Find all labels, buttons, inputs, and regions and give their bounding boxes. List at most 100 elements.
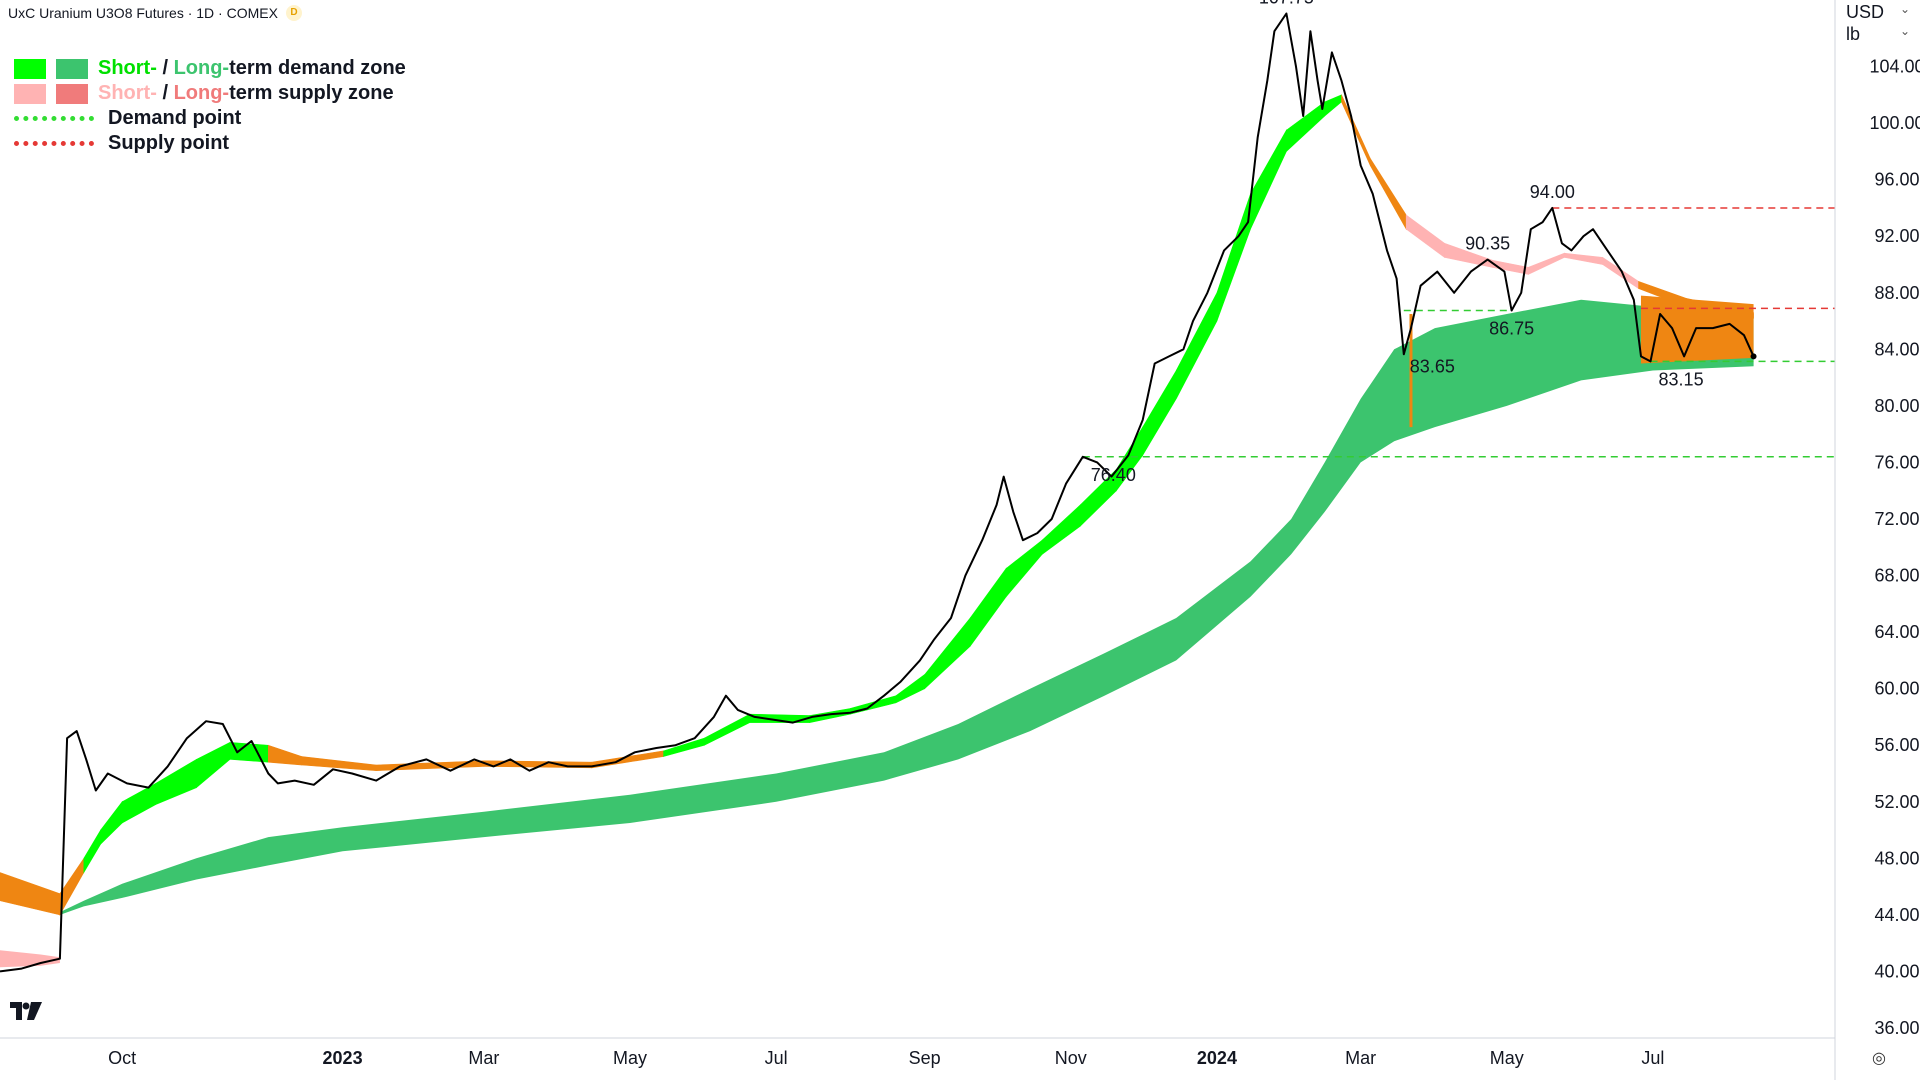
unit-selector[interactable]: USD ⌄ lb ⌄ [1840, 2, 1916, 46]
x-tick-label: Jul [765, 1048, 788, 1068]
price-annotation: 94.00 [1530, 182, 1575, 202]
legend-short-word: Short- [98, 82, 157, 104]
y-tick-label: 44.00 [1874, 905, 1919, 925]
long-term-demand-zone [59, 299, 1754, 915]
legend: Short- / Long-term demand zone Short- / … [14, 56, 406, 156]
short-term-zone-segment [663, 737, 705, 757]
short-term-zone-segment [268, 744, 303, 766]
consolidation-zone [1640, 295, 1754, 364]
short-term-zone-segment [969, 567, 1007, 648]
y-tick-label: 60.00 [1874, 679, 1919, 699]
short-term-zone-segment [1175, 292, 1218, 399]
legend-supply-point: Supply point [14, 131, 406, 156]
price-annotation: 90.35 [1465, 234, 1510, 254]
last-price-dot [1750, 353, 1757, 360]
legend-sep: / [156, 82, 174, 104]
y-tick-label: 72.00 [1874, 509, 1919, 529]
annotations-layer: 107.75 94.00 90.35 76.40 83.65 86.75 83.15 [1091, 0, 1704, 485]
short-term-zone-segment [1041, 504, 1081, 555]
y-tick-label: 100.00 [1869, 113, 1920, 133]
x-tick-label: Oct [108, 1048, 136, 1068]
x-tick-label: Mar [468, 1048, 499, 1068]
y-tick-label: 84.00 [1874, 339, 1919, 359]
short-term-zone-segment [1405, 214, 1445, 259]
y-tick-label: 76.00 [1874, 452, 1919, 472]
y-tick-label: 80.00 [1874, 396, 1919, 416]
legend-rest: term supply zone [229, 82, 394, 104]
legend-long-word: Long- [173, 82, 230, 104]
short-term-zone-segment [1602, 256, 1639, 290]
reference-lines-layer [1082, 207, 1835, 458]
x-tick-label: Nov [1055, 1048, 1087, 1068]
early-supply-band [0, 950, 60, 968]
price-annotation: 107.75 [1259, 0, 1314, 8]
legend-supply-zone: Short- / Long-term supply zone [14, 81, 406, 106]
price-annotation: 83.65 [1410, 356, 1455, 376]
short-demand-swatch [14, 58, 46, 79]
short-term-zone-segment [1142, 369, 1177, 457]
long-term-zone-layer [59, 299, 1754, 915]
y-tick-label: 48.00 [1874, 848, 1919, 868]
x-tick-label: Jul [1641, 1048, 1664, 1068]
legend-demand-zone: Short- / Long-term demand zone [14, 56, 406, 81]
y-tick-label: 68.00 [1874, 566, 1919, 586]
y-tick-label: 92.00 [1874, 226, 1919, 246]
tradingview-logo-icon[interactable] [10, 1002, 42, 1020]
x-tick-label: 2024 [1197, 1048, 1237, 1068]
legend-long-word: Long- [173, 57, 230, 79]
short-term-zone-segment [1341, 94, 1371, 166]
short-term-zone-segment [1005, 539, 1043, 598]
currency-label[interactable]: USD [1846, 2, 1885, 22]
x-tick-label: Sep [909, 1048, 941, 1068]
y-tick-label: 104.00 [1869, 57, 1920, 77]
y-tick-label: 64.00 [1874, 622, 1919, 642]
short-term-zone-segment [196, 741, 231, 789]
demand-point-swatch [14, 116, 94, 121]
legend-demand-point: Demand point [14, 106, 406, 131]
y-tick-label: 88.00 [1874, 283, 1919, 303]
short-term-zone-segment [924, 617, 971, 690]
short-term-zone-layer [0, 94, 1754, 968]
short-term-zone-segment [301, 756, 377, 771]
short-term-zone-segment [1564, 252, 1603, 265]
x-tick-label: 2023 [323, 1048, 363, 1068]
legend-short-word: Short- [98, 57, 157, 79]
legend-sep: / [156, 57, 174, 79]
short-term-zone-segment [1286, 101, 1326, 153]
short-term-zone-segment [121, 782, 157, 824]
y-tick-label: 56.00 [1874, 735, 1919, 755]
short-supply-swatch [14, 83, 46, 104]
short-term-zone-segment [1528, 252, 1565, 275]
chevron-down-icon[interactable]: ⌄ [1899, 2, 1910, 16]
price-annotation: 83.15 [1659, 369, 1704, 389]
unit-label[interactable]: lb [1846, 24, 1861, 44]
y-tick-label: 40.00 [1874, 961, 1919, 981]
short-term-zone-segment [1369, 157, 1407, 231]
x-tick-label: Mar [1345, 1048, 1376, 1068]
long-supply-swatch [56, 83, 88, 104]
chevron-down-icon[interactable]: ⌄ [1899, 24, 1910, 38]
short-term-zone-segment [0, 872, 61, 916]
y-tick-label: 96.00 [1874, 170, 1919, 190]
short-term-zone-segment [1324, 94, 1342, 117]
symbol-title[interactable]: UxC Uranium U3O8 Futures · 1D · COMEX [8, 5, 278, 21]
price-annotation: 76.40 [1091, 465, 1136, 485]
legend-supply-point-label: Supply point [108, 132, 230, 154]
x-tick-label: May [1490, 1048, 1524, 1068]
y-tick-label: 36.00 [1874, 1018, 1919, 1038]
legend-rest: term demand zone [229, 57, 406, 79]
price-line [0, 12, 1755, 973]
price-line-layer [0, 12, 1757, 973]
chart-header: UxC Uranium U3O8 Futures · 1D · COMEX D [8, 5, 302, 21]
x-tick-label: May [613, 1048, 647, 1068]
long-demand-swatch [56, 58, 88, 79]
short-term-zone-segment [155, 758, 197, 806]
legend-demand-point-label: Demand point [108, 107, 242, 129]
short-term-zone-segment [229, 742, 269, 763]
settings-icon[interactable]: ◎ [1872, 1050, 1886, 1067]
y-tick-label: 52.00 [1874, 792, 1919, 812]
short-term-zone-segment [83, 828, 101, 874]
short-term-zone-segment [100, 800, 123, 845]
